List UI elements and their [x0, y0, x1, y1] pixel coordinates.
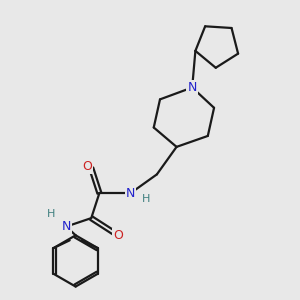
Text: O: O — [113, 229, 123, 242]
Text: N: N — [188, 81, 197, 94]
Text: H: H — [142, 194, 150, 204]
Text: H: H — [46, 209, 55, 219]
Text: N: N — [61, 220, 71, 233]
Text: N: N — [126, 187, 135, 200]
Text: O: O — [82, 160, 92, 173]
